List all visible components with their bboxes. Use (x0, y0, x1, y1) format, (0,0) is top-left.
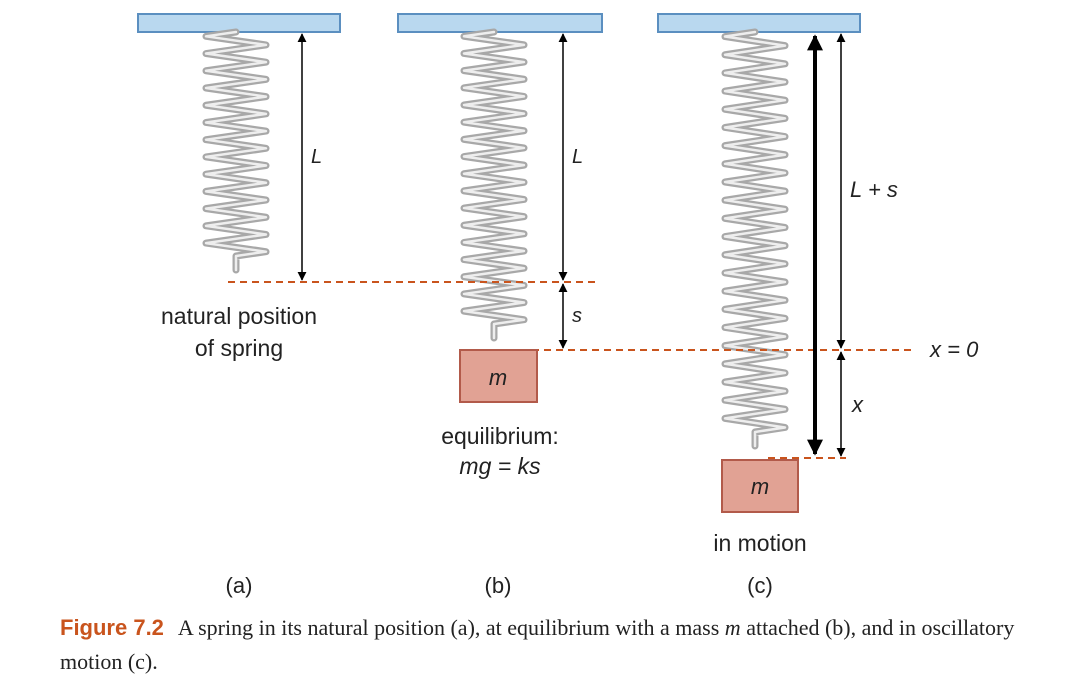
caption-text-2: attached (b), and in oscillatory motion … (60, 615, 1015, 674)
panel-label-b: (b) (485, 573, 512, 598)
length-label-a: L (311, 146, 322, 168)
equilibrium-label: equilibrium: (441, 423, 559, 449)
panel-label-a: (a) (226, 573, 253, 598)
mass-label-b: m (489, 365, 507, 390)
mass-c (721, 459, 799, 513)
mass-label-c: m (751, 474, 769, 499)
spring-b (460, 28, 528, 342)
stretch-label-b: s (572, 305, 582, 327)
length-label-b: L (572, 146, 583, 168)
spring-figure: L natural position of spring (a) L s m e… (137, 13, 979, 598)
caption-text-1: A spring in its natural position (a), at… (177, 615, 720, 640)
ceiling-a (137, 13, 341, 33)
natural-position-label: natural position (161, 303, 317, 329)
spring-coil-highlight (204, 30, 268, 272)
spring-c (721, 28, 789, 450)
ceiling-b (397, 13, 603, 33)
mass-b (459, 349, 538, 403)
origin-label: x = 0 (929, 337, 979, 362)
spring-coil-highlight (723, 30, 787, 448)
figure-caption: Figure 7.2 A spring in its natural positi… (60, 611, 1060, 679)
equilibrium-equation: mg = ks (459, 453, 541, 479)
total-length-label: L + s (850, 177, 898, 202)
displacement-label: x (851, 392, 864, 417)
spring-coil-highlight (462, 30, 526, 340)
in-motion-label: in motion (713, 530, 806, 556)
caption-mass-symbol: m (724, 615, 741, 640)
panel-label-c: (c) (747, 573, 773, 598)
ceiling-c (657, 13, 861, 33)
natural-position-label-2: of spring (195, 335, 283, 361)
figure-number: Figure 7.2 (60, 615, 164, 640)
spring-a (202, 28, 270, 274)
